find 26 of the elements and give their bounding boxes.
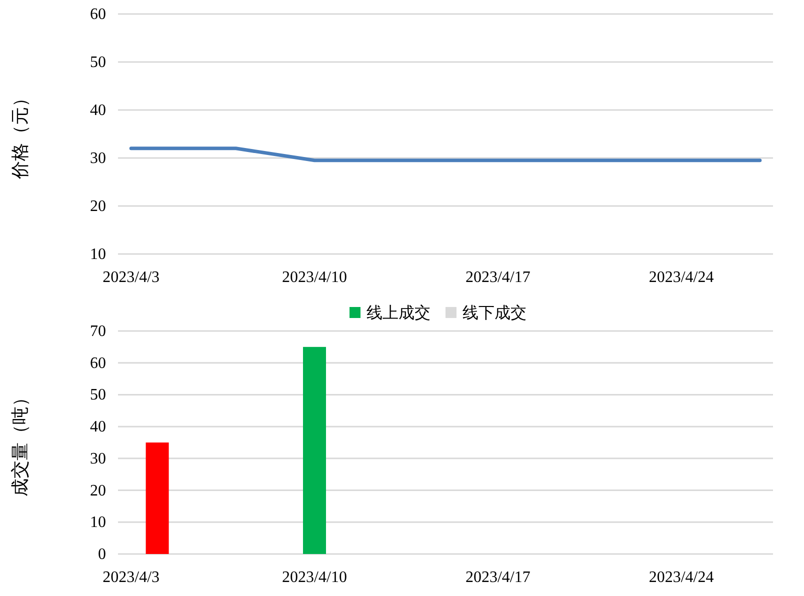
- y-tick-label: 10: [90, 246, 106, 263]
- legend-label: 线上成交: [366, 304, 430, 322]
- y-axis-title: 成交量（吨）: [10, 388, 30, 496]
- x-tick-label: 2023/4/3: [102, 269, 160, 286]
- y-tick-label: 40: [90, 418, 106, 436]
- y-tick-label: 70: [90, 323, 106, 340]
- y-tick-label: 50: [90, 54, 106, 71]
- y-tick-label: 20: [90, 198, 106, 215]
- x-tick-label: 2023/4/24: [648, 569, 714, 586]
- y-tick-label: 20: [90, 482, 106, 500]
- y-tick-label: 30: [90, 150, 106, 167]
- x-tick-label: 2023/4/10: [282, 269, 347, 286]
- legend-label: 线下成交: [462, 304, 526, 322]
- x-tick-label: 2023/4/17: [465, 569, 530, 586]
- x-tick-label: 2023/4/17: [465, 269, 530, 286]
- y-tick-label: 50: [90, 386, 106, 404]
- y-tick-label: 10: [90, 514, 106, 532]
- y-tick-label: 0: [98, 546, 106, 563]
- x-tick-label: 2023/4/3: [102, 569, 160, 586]
- y-tick-label: 60: [90, 6, 106, 23]
- y-tick-label: 40: [90, 102, 106, 119]
- x-tick-label: 2023/4/10: [282, 569, 347, 586]
- y-tick-label: 30: [90, 450, 106, 468]
- y-tick-label: 60: [90, 354, 106, 372]
- y-axis-title: 价格（元）: [10, 89, 30, 180]
- x-tick-label: 2023/4/24: [648, 269, 714, 286]
